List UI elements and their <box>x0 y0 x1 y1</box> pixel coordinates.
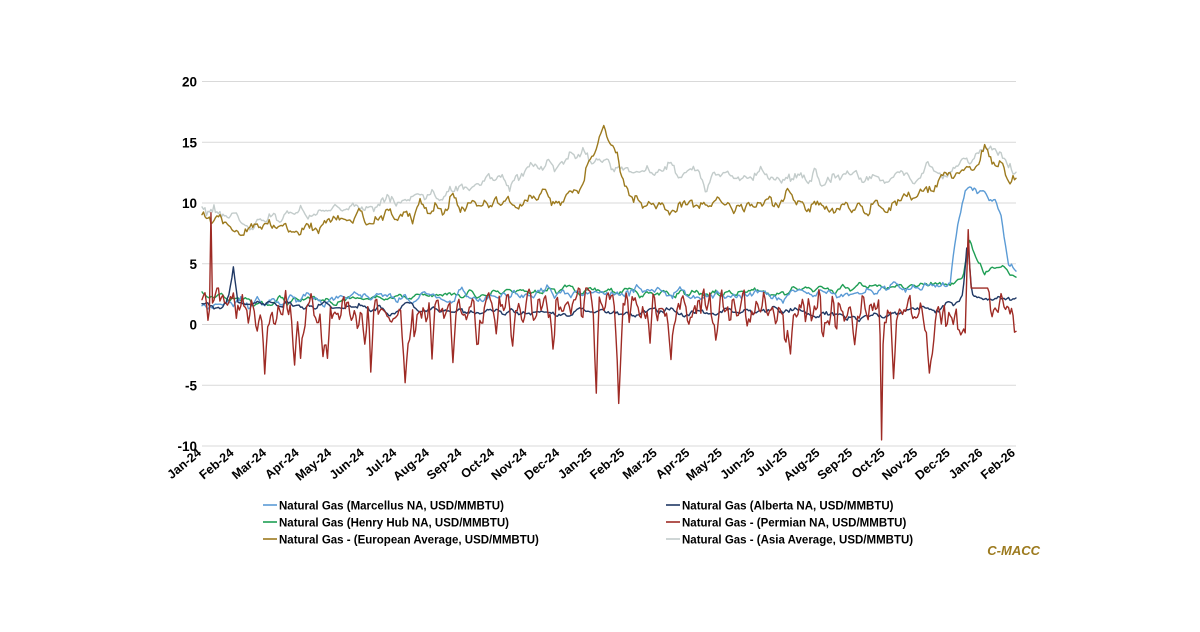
svg-text:Feb-24: Feb-24 <box>197 446 237 483</box>
svg-text:Jan-26: Jan-26 <box>946 446 985 482</box>
svg-text:Natural Gas (Henry Hub NA, USD: Natural Gas (Henry Hub NA, USD/MMBTU) <box>279 518 509 530</box>
svg-text:Mar-25: Mar-25 <box>620 446 660 483</box>
svg-text:20: 20 <box>182 75 197 90</box>
svg-text:Dec-24: Dec-24 <box>522 446 562 483</box>
svg-text:Natural Gas - (European Averag: Natural Gas - (European Average, USD/MMB… <box>279 535 539 547</box>
svg-text:Jun-24: Jun-24 <box>327 446 367 483</box>
svg-text:Jan-25: Jan-25 <box>555 446 594 482</box>
svg-text:15: 15 <box>182 135 198 150</box>
svg-text:Aug-24: Aug-24 <box>390 446 431 484</box>
svg-text:Natural Gas (Marcellus NA, USD: Natural Gas (Marcellus NA, USD/MMBTU) <box>279 501 504 513</box>
svg-text:C-MACC: C-MACC <box>987 543 1040 558</box>
svg-text:5: 5 <box>189 257 197 272</box>
svg-text:Natural Gas - (Permian NA, USD: Natural Gas - (Permian NA, USD/MMBTU) <box>682 518 906 530</box>
svg-text:Feb-26: Feb-26 <box>978 446 1018 483</box>
svg-text:Sep-24: Sep-24 <box>424 446 464 483</box>
svg-text:May-25: May-25 <box>683 446 725 484</box>
svg-text:Natural Gas - (Asia Average, U: Natural Gas - (Asia Average, USD/MMBTU) <box>682 535 913 547</box>
svg-text:May-24: May-24 <box>293 446 335 484</box>
svg-text:10: 10 <box>182 196 197 211</box>
svg-text:Mar-24: Mar-24 <box>229 446 269 483</box>
svg-text:Aug-25: Aug-25 <box>781 446 822 484</box>
svg-text:0: 0 <box>189 318 197 333</box>
svg-text:Feb-25: Feb-25 <box>587 446 627 483</box>
svg-text:Natural Gas (Alberta NA, USD/M: Natural Gas (Alberta NA, USD/MMBTU) <box>682 501 894 513</box>
svg-text:Sep-25: Sep-25 <box>815 446 855 483</box>
svg-text:Nov-25: Nov-25 <box>879 446 920 484</box>
svg-text:Jun-25: Jun-25 <box>718 446 758 483</box>
svg-text:Nov-24: Nov-24 <box>489 446 530 484</box>
svg-text:Dec-25: Dec-25 <box>912 446 952 483</box>
svg-text:-5: -5 <box>185 378 197 393</box>
